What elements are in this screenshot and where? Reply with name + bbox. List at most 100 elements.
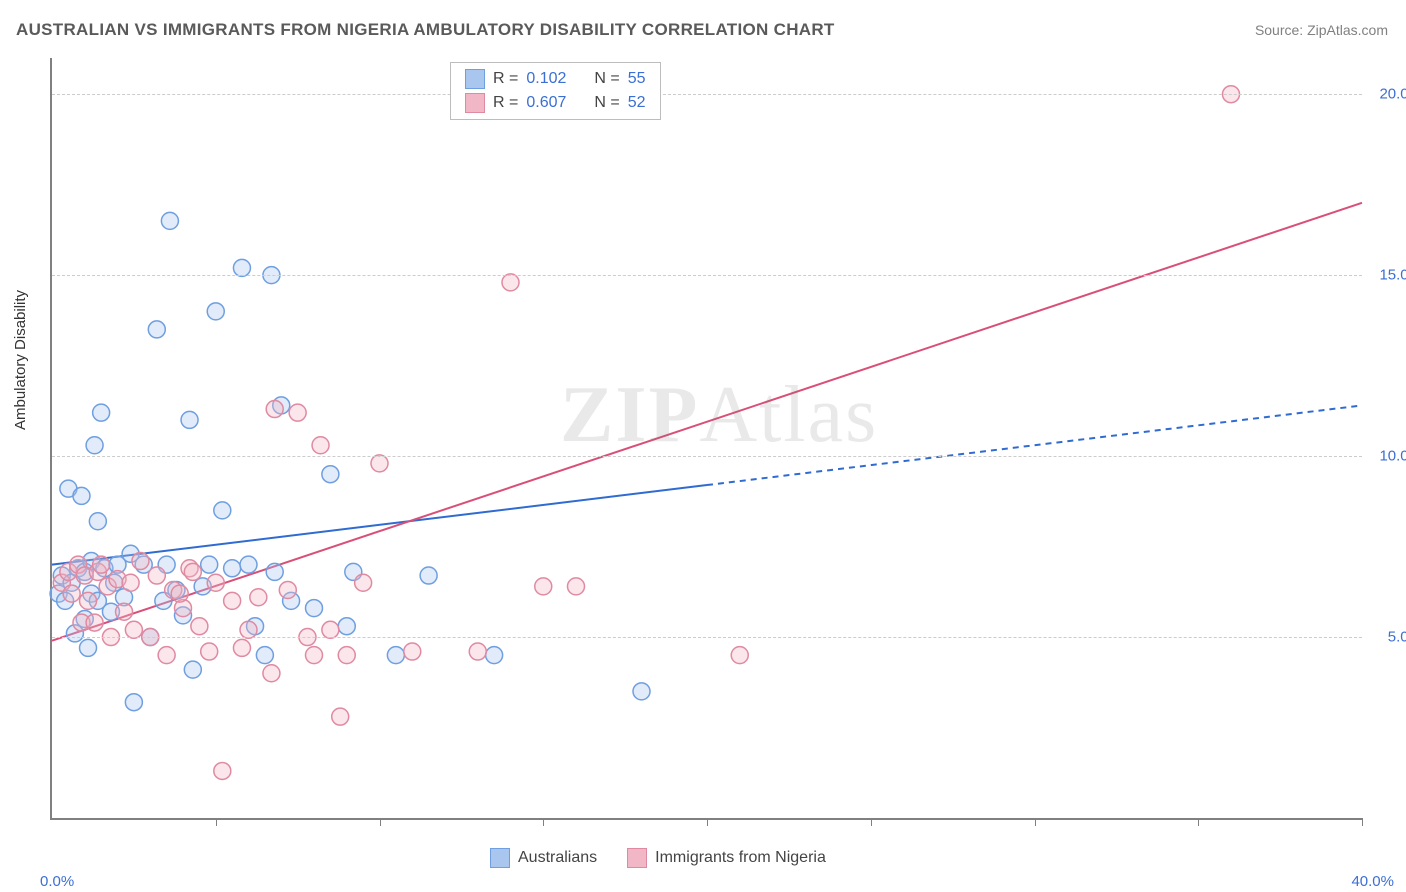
chart-title: AUSTRALIAN VS IMMIGRANTS FROM NIGERIA AM… — [16, 20, 835, 40]
x-tick — [871, 818, 872, 826]
data-point — [240, 621, 257, 638]
data-point — [568, 578, 585, 595]
gridline — [52, 275, 1362, 276]
data-point — [322, 466, 339, 483]
data-point — [132, 553, 149, 570]
legend-r-label: R = — [493, 91, 518, 115]
data-point — [633, 683, 650, 700]
data-point — [93, 556, 110, 573]
data-point — [181, 411, 198, 428]
legend-series-label: Australians — [518, 849, 597, 866]
x-tick — [1035, 818, 1036, 826]
data-point — [86, 437, 103, 454]
data-point — [125, 694, 142, 711]
scatter-svg — [52, 58, 1362, 818]
data-point — [184, 661, 201, 678]
x-tick — [1198, 818, 1199, 826]
data-point — [469, 643, 486, 660]
y-tick-label: 20.0% — [1367, 86, 1406, 103]
trend-line-extrapolated — [707, 405, 1362, 485]
data-point — [502, 274, 519, 291]
data-point — [125, 621, 142, 638]
data-point — [214, 502, 231, 519]
y-tick-label: 10.0% — [1367, 448, 1406, 465]
data-point — [214, 762, 231, 779]
data-point — [250, 589, 267, 606]
data-point — [279, 582, 296, 599]
data-point — [355, 574, 372, 591]
data-point — [486, 647, 503, 664]
legend-swatch — [465, 93, 485, 113]
data-point — [161, 212, 178, 229]
data-point — [93, 404, 110, 421]
data-point — [224, 560, 241, 577]
data-point — [116, 603, 133, 620]
data-point — [148, 321, 165, 338]
legend-series-label: Immigrants from Nigeria — [655, 849, 826, 866]
x-tick — [216, 818, 217, 826]
data-point — [420, 567, 437, 584]
data-point — [404, 643, 421, 660]
data-point — [191, 618, 208, 635]
data-point — [80, 639, 97, 656]
data-point — [207, 574, 224, 591]
legend-correlation-row: R = 0.102 N = 55 — [465, 67, 646, 91]
legend-swatch — [627, 848, 647, 868]
y-tick-label: 15.0% — [1367, 267, 1406, 284]
legend-n-value: 52 — [628, 91, 646, 115]
x-tick — [543, 818, 544, 826]
data-point — [306, 647, 323, 664]
data-point — [535, 578, 552, 595]
legend-n-label: N = — [594, 91, 619, 115]
gridline — [52, 637, 1362, 638]
data-point — [322, 621, 339, 638]
legend-r-value: 0.607 — [526, 91, 566, 115]
data-point — [266, 563, 283, 580]
data-point — [731, 647, 748, 664]
data-point — [371, 455, 388, 472]
legend-swatch — [490, 848, 510, 868]
data-point — [158, 647, 175, 664]
plot-area: 5.0%10.0%15.0%20.0% — [50, 58, 1362, 820]
data-point — [263, 665, 280, 682]
data-point — [240, 556, 257, 573]
legend-swatch — [465, 69, 485, 89]
data-point — [201, 556, 218, 573]
data-point — [89, 513, 106, 530]
data-point — [73, 487, 90, 504]
legend-correlation: R = 0.102 N = 55 R = 0.607 N = 52 — [450, 62, 661, 120]
legend-n-value: 55 — [628, 67, 646, 91]
data-point — [289, 404, 306, 421]
legend-r-label: R = — [493, 67, 518, 91]
source-attribution: Source: ZipAtlas.com — [1255, 22, 1388, 38]
y-tick-label: 5.0% — [1367, 629, 1406, 646]
x-tick — [707, 818, 708, 826]
data-point — [207, 303, 224, 320]
x-tick — [1362, 818, 1363, 826]
x-tick — [380, 818, 381, 826]
data-point — [256, 647, 273, 664]
y-axis-title: Ambulatory Disability — [12, 290, 29, 430]
data-point — [312, 437, 329, 454]
data-point — [201, 643, 218, 660]
data-point — [80, 592, 97, 609]
legend-r-value: 0.102 — [526, 67, 566, 91]
data-point — [387, 647, 404, 664]
data-point — [63, 585, 80, 602]
data-point — [338, 618, 355, 635]
data-point — [332, 708, 349, 725]
x-axis-min-label: 0.0% — [40, 873, 74, 890]
legend-series: Australians Immigrants from Nigeria — [490, 848, 826, 868]
data-point — [184, 563, 201, 580]
gridline — [52, 94, 1362, 95]
data-point — [306, 600, 323, 617]
data-point — [338, 647, 355, 664]
legend-series-item: Immigrants from Nigeria — [627, 848, 826, 868]
legend-n-label: N = — [594, 67, 619, 91]
data-point — [122, 574, 139, 591]
data-point — [148, 567, 165, 584]
gridline — [52, 456, 1362, 457]
data-point — [233, 639, 250, 656]
trend-line — [52, 485, 707, 565]
data-point — [224, 592, 241, 609]
